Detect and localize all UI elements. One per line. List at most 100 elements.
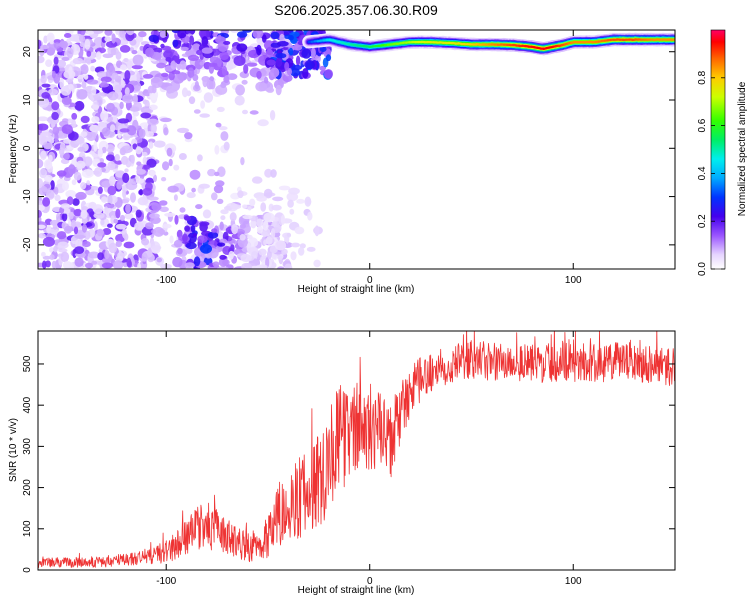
spectrogram-blob <box>256 71 261 79</box>
spectrogram-blob <box>71 119 76 128</box>
spectrogram-blob <box>125 204 131 214</box>
spectrogram-blob <box>53 246 58 253</box>
spectrogram-blob <box>131 155 135 164</box>
spectrogram-blob <box>204 92 213 103</box>
spectrogram-blob <box>111 33 115 43</box>
spectrogram-blob <box>150 171 155 177</box>
spectrogram-blob <box>145 222 154 229</box>
spectrogram-blob <box>235 85 245 96</box>
spectrogram-blob <box>149 213 160 218</box>
spectrogram-blob <box>54 195 60 201</box>
spectrogram-blob <box>248 206 252 210</box>
spectrogram-blob <box>116 51 122 60</box>
spectrogram-blob <box>54 133 58 143</box>
spectrogram-blob <box>181 47 189 51</box>
spectrogram-blob <box>114 219 119 224</box>
spectrogram-blob <box>307 247 316 252</box>
spectrogram-blob <box>219 255 226 260</box>
spectrogram-blob <box>43 142 53 149</box>
spectrogram-blob <box>200 100 205 109</box>
spectrogram-blob <box>231 224 238 234</box>
snr-y-tick-label: 500 <box>22 355 33 372</box>
spectrogram-blob <box>147 119 159 126</box>
spectrogram-blob <box>67 48 74 59</box>
snr-x-tick-label: -100 <box>156 576 176 587</box>
colorbar-gradient <box>711 30 725 269</box>
colorbar-tick-label: 0.2 <box>697 214 708 228</box>
spectrogram-blob <box>199 184 210 189</box>
spectrogram-blob <box>216 123 222 128</box>
figure-title: S206.2025.357.06.30.R09 <box>274 2 438 18</box>
spectrogram-blob <box>326 54 331 61</box>
spectrogram-blob <box>84 39 90 50</box>
spectrogram-blob <box>81 131 88 137</box>
spectrogram-blob <box>159 200 168 206</box>
spectrogram-blob <box>72 179 77 185</box>
spectrogram-blob <box>275 240 286 250</box>
spectrogram-blob <box>115 209 120 219</box>
spectrogram-blob <box>145 48 154 58</box>
spectrogram-blob <box>247 235 253 239</box>
spectrogram-blob <box>172 40 178 48</box>
spectrogram-blob <box>108 91 119 100</box>
colorbar-tick-label: 0.0 <box>697 262 708 276</box>
spectrogram-blob <box>36 205 45 212</box>
spectrogram-blob <box>59 78 64 89</box>
spectrogram-blob <box>116 182 122 190</box>
spectrogram-blob <box>69 212 74 219</box>
spectrogram-blob <box>100 110 108 121</box>
colorbar: 0.00.20.40.60.8 Normalized spectral ampl… <box>697 30 748 276</box>
spectrogram-blob <box>107 161 115 170</box>
spectrogram-blob <box>115 154 120 161</box>
spectrogram-blob <box>210 56 220 63</box>
spectrogram-blob <box>165 57 171 62</box>
spectrogram-y-axis-label: Frequency (Hz) <box>8 115 19 184</box>
spectrogram-blob <box>213 261 220 266</box>
spectrogram-blob <box>136 210 142 218</box>
spectrogram-blob <box>39 168 47 178</box>
spectrogram-blob <box>237 31 247 38</box>
spectrogram-blob <box>177 128 189 133</box>
spectrogram-blob <box>277 255 283 260</box>
spectrogram-blob <box>208 232 218 239</box>
spectrogram-blob <box>131 50 137 54</box>
spectrogram-blob <box>211 192 218 200</box>
spectrogram-blob <box>75 257 84 267</box>
spectrogram-blob <box>49 254 54 260</box>
spectrogram-blob <box>271 205 281 211</box>
spectrogram-blob <box>184 216 191 221</box>
spectrogram-blob <box>42 84 51 88</box>
spectrogram-blob <box>121 156 128 165</box>
spectrogram-blob <box>263 221 269 231</box>
spectrogram-blob <box>240 157 244 165</box>
spectrogram-blob <box>93 204 104 214</box>
spectrogram-blob <box>127 27 135 35</box>
spectrogram-blob <box>74 235 86 239</box>
spectrogram-blob <box>74 101 84 111</box>
spectrogram-blob <box>68 84 73 90</box>
spectrogram-blob <box>45 59 52 67</box>
spectrogram-blob <box>189 96 195 104</box>
spectrogram-blob <box>116 241 122 248</box>
spectrogram-blob <box>249 199 255 207</box>
spectrogram-blob <box>193 233 197 238</box>
spectrogram-blob <box>53 223 58 230</box>
spectrogram-blob <box>206 80 213 89</box>
spectrogram-blob <box>237 190 243 198</box>
spectrogram-blob <box>199 61 203 65</box>
spectrogram-blob <box>62 181 69 190</box>
spectrogram-blob <box>224 142 230 151</box>
spectrogram-blob <box>202 47 213 53</box>
spectrogram-blob <box>229 251 235 259</box>
spectrogram-blob <box>211 228 217 233</box>
spectrogram-blob <box>140 113 151 119</box>
spectrogram-blob <box>50 40 54 44</box>
spectrogram-x-tick-label: 100 <box>565 275 582 286</box>
spectrogram-blob <box>246 63 257 67</box>
spectrogram-blob <box>214 145 219 155</box>
spectrogram-blob <box>142 152 148 157</box>
spectrogram-blob <box>162 161 169 170</box>
spectrogram-blob <box>203 209 211 218</box>
spectrogram-blob <box>102 127 110 136</box>
